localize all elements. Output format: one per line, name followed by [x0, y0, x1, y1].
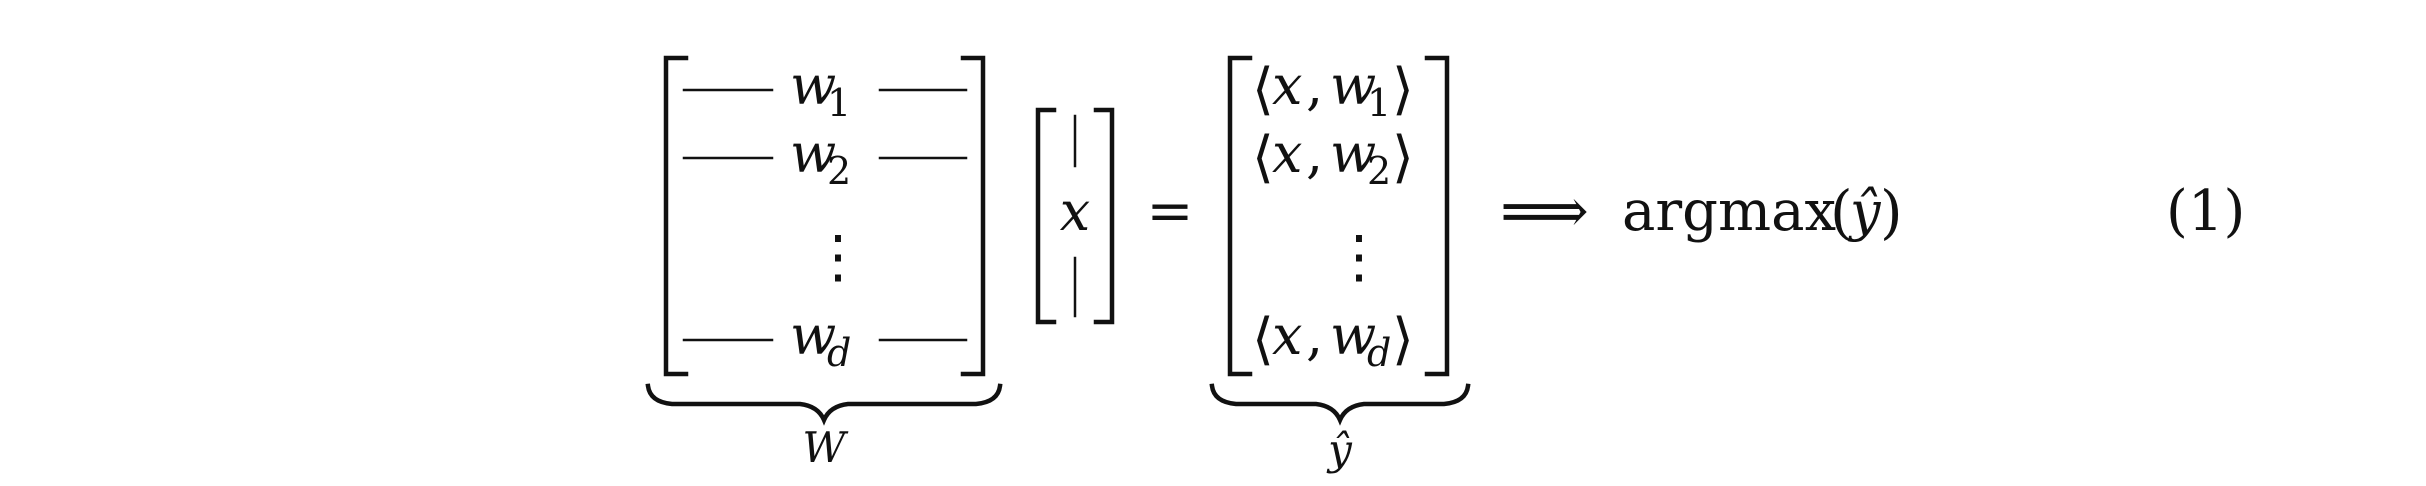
w-base: w	[790, 54, 836, 117]
underbrace-w	[645, 383, 1003, 426]
x-symbol: x	[1272, 54, 1302, 117]
right-angle-bracket: ⟩	[1392, 57, 1414, 122]
w-symbol: w	[1330, 304, 1376, 367]
result-row-2: ⟨ x , w 2 ⟩	[1252, 122, 1414, 193]
w-subscript: d	[1367, 331, 1391, 375]
vertical-dots: ⋮	[1330, 222, 1388, 290]
implies-arrow: ⟹	[1500, 174, 1589, 247]
w-base: w	[790, 122, 836, 185]
vector-x: x	[1035, 107, 1115, 325]
result-left-bracket	[1227, 55, 1253, 377]
underbrace-y-hat-label: ŷ	[1326, 425, 1353, 474]
comma: ,	[1306, 122, 1323, 185]
w-subscript: 1	[827, 81, 851, 125]
matrix-w-row-dots: ⋮	[809, 222, 867, 290]
w-subscript: 1	[1367, 81, 1391, 125]
result-right-bracket	[1424, 55, 1450, 377]
matrix-w-row-1: w 1	[682, 54, 968, 125]
equals-sign: =	[1147, 179, 1194, 244]
vertical-dots: ⋮	[809, 222, 867, 290]
w-subscript: d	[827, 331, 851, 375]
matrix-w-row-d: w d	[682, 304, 968, 375]
matrix-w: w 1 w 2 ⋮ w d W	[645, 54, 1003, 472]
vector-x-right-bracket	[1093, 107, 1115, 325]
w-subscript: 2	[827, 149, 851, 193]
argmax-function: argmax	[1622, 179, 1836, 244]
comma: ,	[1306, 54, 1323, 117]
left-angle-bracket: ⟨	[1252, 125, 1274, 190]
result-row-1: ⟨ x , w 1 ⟩	[1252, 54, 1414, 125]
left-angle-bracket: ⟨	[1252, 57, 1274, 122]
right-angle-bracket: ⟩	[1392, 125, 1414, 190]
underbrace-y-hat	[1209, 383, 1471, 426]
result-row-d: ⟨ x , w d ⟩	[1252, 304, 1414, 375]
x-symbol: x	[1272, 304, 1302, 367]
vector-x-label: x	[1060, 180, 1090, 243]
matrix-w-right-bracket	[960, 55, 986, 377]
vector-x-left-bracket	[1035, 107, 1057, 325]
w-base: w	[790, 304, 836, 367]
argmax-close-paren: )	[1880, 178, 1903, 246]
x-symbol: x	[1272, 122, 1302, 185]
w-symbol: w	[1330, 122, 1376, 185]
matrix-w-left-bracket	[663, 55, 689, 377]
w-subscript: 2	[1367, 149, 1391, 193]
result-vector: ⟨ x , w 1 ⟩ ⟨ x , w 2 ⟩ ⋮ ⟨ x , w d ⟩	[1209, 54, 1471, 474]
argmax-open-paren: (	[1830, 178, 1853, 246]
right-angle-bracket: ⟩	[1392, 307, 1414, 372]
argmax-argument: ŷ	[1848, 180, 1882, 243]
argmax-expression: argmax ( ŷ )	[1622, 178, 1903, 246]
left-angle-bracket: ⟨	[1252, 307, 1274, 372]
comma: ,	[1306, 304, 1323, 367]
w-symbol: w	[1330, 54, 1376, 117]
equation-number: (1)	[2166, 179, 2245, 244]
result-row-dots: ⋮	[1330, 222, 1388, 290]
underbrace-w-label: W	[802, 423, 849, 472]
matrix-w-row-2: w 2	[682, 122, 968, 193]
